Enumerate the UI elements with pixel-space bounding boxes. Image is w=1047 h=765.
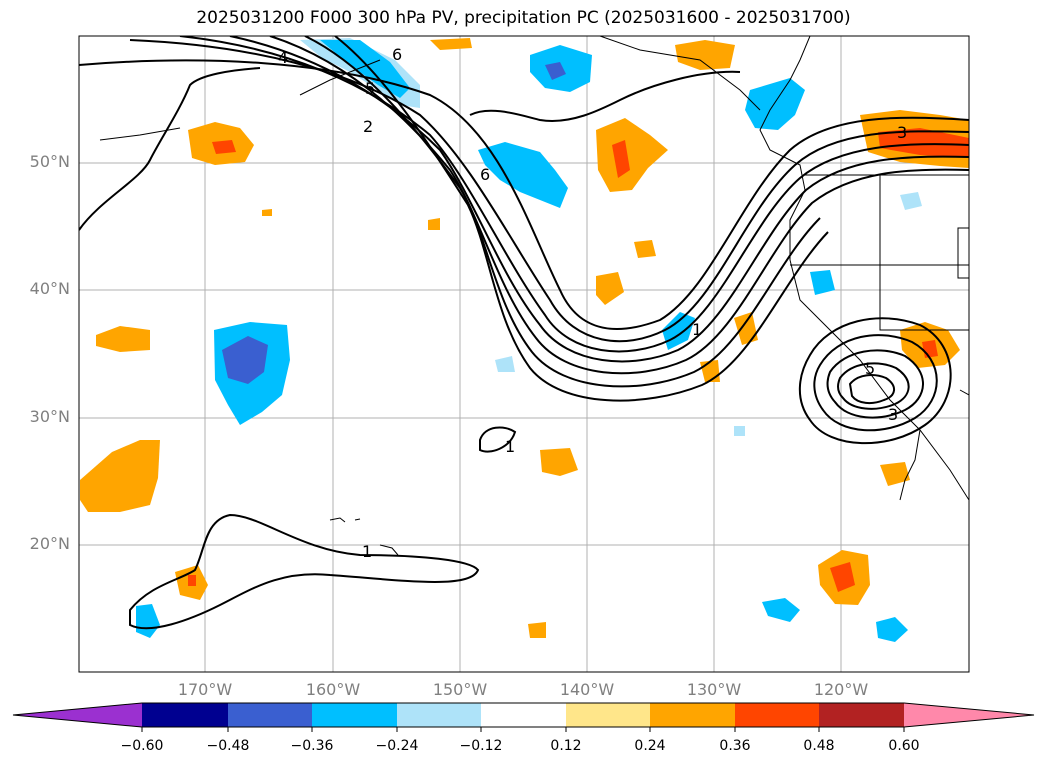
precip-pos-core xyxy=(878,128,969,158)
colorbar-segment xyxy=(735,703,819,727)
colorbar-tick-label: −0.12 xyxy=(459,738,503,754)
precip-pos-patch xyxy=(262,209,272,216)
precip-neg-patch xyxy=(734,426,745,436)
colorbar-tick-label: 0.24 xyxy=(634,738,666,754)
longitude-label: 160°W xyxy=(305,680,361,699)
colorbar-tick-label: 0.12 xyxy=(550,738,582,754)
precip-pos-core xyxy=(188,575,196,586)
precip-pos-core xyxy=(212,140,236,154)
precip-neg-patch xyxy=(136,604,160,638)
contour-label: 1 xyxy=(362,542,372,561)
precip-neg-patch xyxy=(745,78,805,130)
colorbar-tick-label: 0.60 xyxy=(888,738,920,754)
colorbar-tick-label: −0.48 xyxy=(206,738,250,754)
precip-pos-patch xyxy=(96,326,150,352)
precip-pos-patch xyxy=(634,240,656,258)
colorbar-segment xyxy=(481,703,566,727)
colorbar-extend-high xyxy=(904,703,1034,727)
precip-pos-patch xyxy=(80,440,160,512)
contour-labels: 4 6 5 2 6 3 1 1 1 5 3 xyxy=(278,45,907,561)
precip-pos-patch xyxy=(596,118,668,192)
precip-pos-patch xyxy=(880,462,910,486)
pv-contour xyxy=(479,426,517,453)
colorbar-segment xyxy=(650,703,735,727)
contour-label: 2 xyxy=(363,117,373,136)
precip-neg-patch xyxy=(762,598,800,622)
pv-contour xyxy=(79,67,261,231)
pv-contour xyxy=(79,59,969,330)
precip-neg-core xyxy=(545,62,566,80)
precip-pos-patch xyxy=(596,272,624,305)
colorbar-segment xyxy=(312,703,397,727)
colorbar-segment xyxy=(566,703,650,727)
colorbar-segment xyxy=(142,703,228,727)
longitude-label: 120°W xyxy=(813,680,869,699)
latitude-label: 50°N xyxy=(29,152,70,171)
colorbar-tick-label: 0.36 xyxy=(719,738,751,754)
pv-contour xyxy=(469,70,741,122)
precip-pos-core xyxy=(830,562,855,592)
figure-title: 2025031200 F000 300 hPa PV, precipitatio… xyxy=(196,8,851,28)
contour-label: 6 xyxy=(480,165,490,184)
colorbar-segment xyxy=(397,703,481,727)
pv-contour xyxy=(826,349,924,419)
colorbar xyxy=(12,702,1035,732)
contour-label: 3 xyxy=(897,123,907,142)
precip-pos-patch xyxy=(528,622,546,638)
longitude-label: 170°W xyxy=(177,680,233,699)
longitude-label: 140°W xyxy=(559,680,615,699)
precip-neg-patch xyxy=(320,40,410,98)
pv-contour xyxy=(813,334,938,432)
precip-positive-shading xyxy=(80,38,969,638)
colorbar-segment xyxy=(819,703,904,727)
precip-pos-patch xyxy=(428,218,440,230)
precip-pos-patch xyxy=(675,40,735,70)
longitude-label: 150°W xyxy=(432,680,488,699)
contour-label: 3 xyxy=(888,405,898,424)
contour-label: 4 xyxy=(278,48,288,67)
contour-label: 1 xyxy=(505,437,515,456)
colorbar-tick-label: −0.36 xyxy=(290,738,334,754)
precip-pos-patch xyxy=(540,448,578,476)
contour-label: 5 xyxy=(865,359,875,378)
colorbar-segment xyxy=(228,703,312,727)
precip-neg-patch xyxy=(478,142,568,208)
longitude-label: 130°W xyxy=(686,680,742,699)
contour-label: 6 xyxy=(392,45,402,64)
pv-contour xyxy=(334,36,829,402)
precip-neg-patch xyxy=(900,192,922,210)
pv-contour xyxy=(304,36,821,388)
pv-contour xyxy=(837,362,910,410)
latitude-label: 20°N xyxy=(29,534,70,553)
precip-pos-patch xyxy=(734,312,758,345)
colorbar-tick-label: 0.48 xyxy=(803,738,835,754)
precip-neg-patch xyxy=(810,270,835,295)
colorbar-tick-label: −0.60 xyxy=(120,738,164,754)
precip-neg-patch xyxy=(876,617,908,642)
precip-neg-patch xyxy=(495,356,515,372)
contour-label: 5 xyxy=(365,79,375,98)
latitude-label: 40°N xyxy=(29,279,70,298)
precip-pos-core xyxy=(612,140,630,178)
colorbar-extend-low xyxy=(13,703,142,727)
colorbar-tick-label: −0.24 xyxy=(375,738,419,754)
pv-contour xyxy=(848,374,895,405)
pv-contours xyxy=(79,36,969,630)
precip-neg-core xyxy=(222,336,268,384)
pv-contour xyxy=(129,39,969,343)
pv-contour xyxy=(798,317,952,445)
precip-pos-patch xyxy=(430,38,472,50)
contour-label: 1 xyxy=(692,320,702,339)
pv-contour xyxy=(129,513,480,630)
map-frame xyxy=(78,35,970,673)
latitude-label: 30°N xyxy=(29,407,70,426)
